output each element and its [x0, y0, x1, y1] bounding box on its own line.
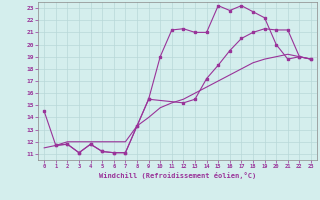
X-axis label: Windchill (Refroidissement éolien,°C): Windchill (Refroidissement éolien,°C) — [99, 172, 256, 179]
